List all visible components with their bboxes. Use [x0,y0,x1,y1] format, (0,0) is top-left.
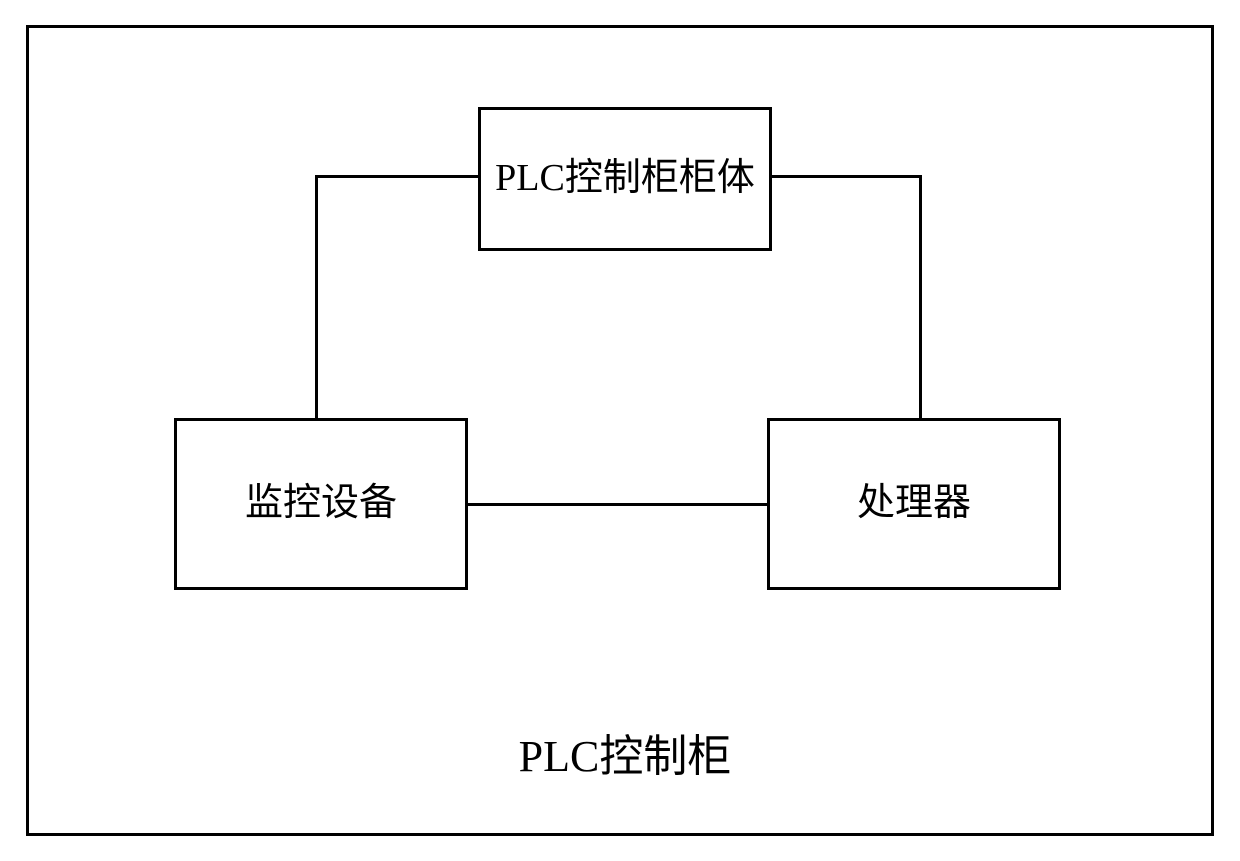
node-plc-cabinet-body-label: PLC控制柜柜体 [495,154,755,203]
diagram-caption-text: PLC控制柜 [519,732,732,781]
edge-top-to-left-h [315,175,478,178]
node-plc-cabinet-body: PLC控制柜柜体 [478,107,772,251]
edge-top-to-left-v [315,175,318,418]
edge-left-to-right [468,503,767,506]
edge-top-to-right-h [772,175,922,178]
node-monitoring-device: 监控设备 [174,418,468,590]
node-processor: 处理器 [767,418,1061,590]
diagram-caption: PLC控制柜 [478,720,772,784]
node-processor-label: 处理器 [857,479,971,528]
node-monitoring-device-label: 监控设备 [245,479,397,528]
edge-top-to-right-v [919,175,922,418]
